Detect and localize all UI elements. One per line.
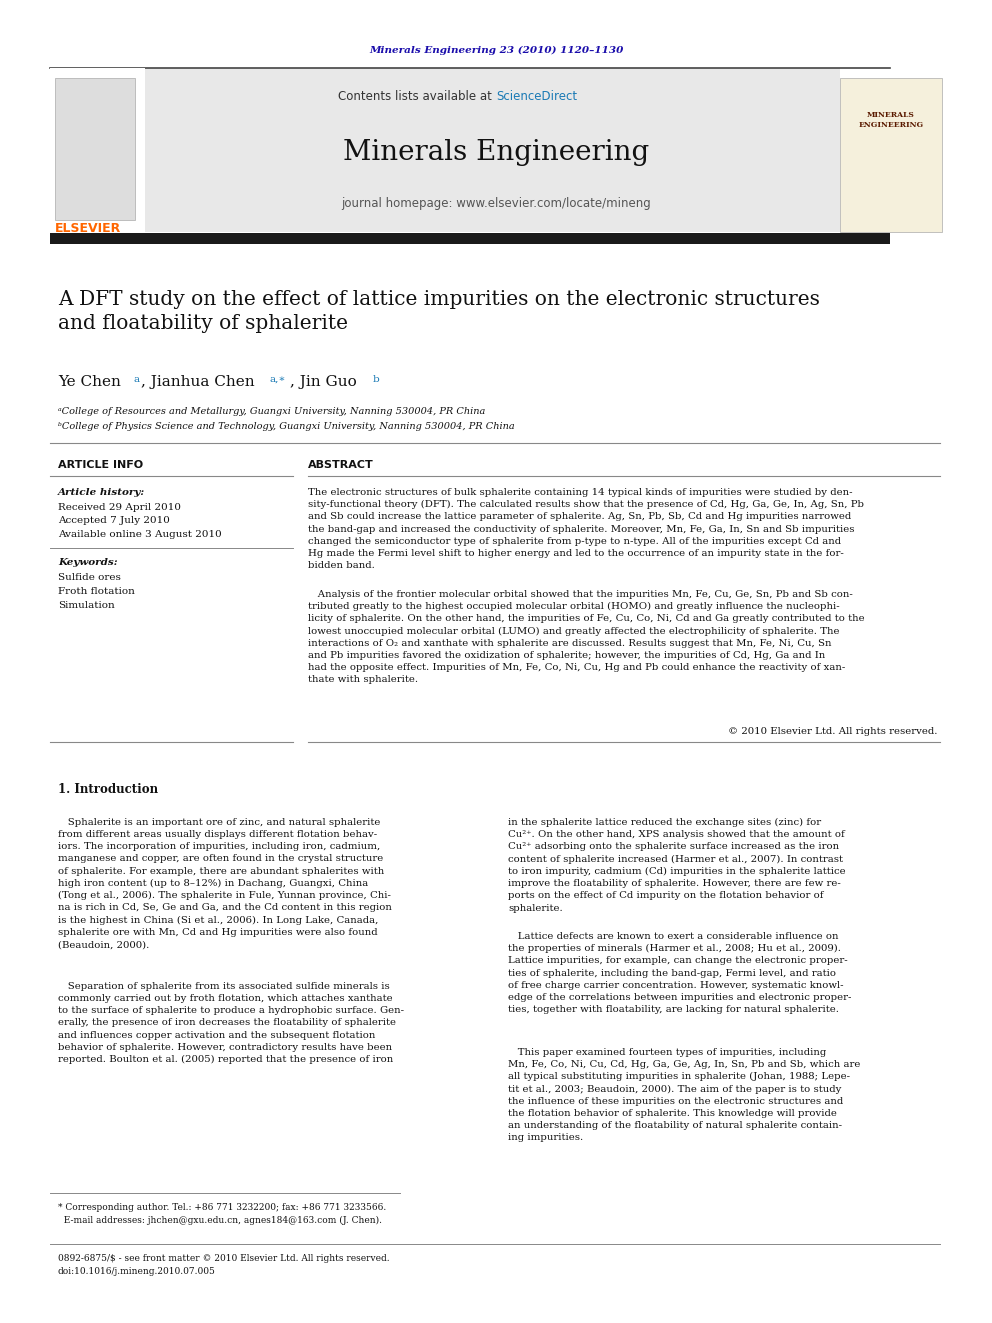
Text: Separation of sphalerite from its associated sulfide minerals is
commonly carrie: Separation of sphalerite from its associ… [58,982,404,1064]
Text: Received 29 April 2010: Received 29 April 2010 [58,503,181,512]
Text: A DFT study on the effect of lattice impurities on the electronic structures
and: A DFT study on the effect of lattice imp… [58,290,819,333]
Text: Analysis of the frontier molecular orbital showed that the impurities Mn, Fe, Cu: Analysis of the frontier molecular orbit… [308,590,865,684]
Bar [145,67,840,232]
Text: ᵃCollege of Resources and Metallurgy, Guangxi University, Nanning 530004, PR Chi: ᵃCollege of Resources and Metallurgy, Gu… [58,407,485,415]
Text: This paper examined fourteen types of impurities, including
Mn, Fe, Co, Ni, Cu, : This paper examined fourteen types of im… [508,1048,860,1143]
Bar [55,78,135,220]
Text: Sulfide ores: Sulfide ores [58,573,121,582]
Text: MINERALS
ENGINEERING: MINERALS ENGINEERING [858,111,924,128]
Text: Lattice defects are known to exert a considerable influence on
the properties of: Lattice defects are known to exert a con… [508,931,851,1015]
Text: Minerals Engineering: Minerals Engineering [343,139,649,165]
Text: Simulation: Simulation [58,601,115,610]
Text: a: a [133,374,139,384]
Text: doi:10.1016/j.mineng.2010.07.005: doi:10.1016/j.mineng.2010.07.005 [58,1267,216,1275]
Text: ELSEVIER: ELSEVIER [55,222,121,235]
Text: ScienceDirect: ScienceDirect [496,90,577,103]
Text: E-mail addresses: jhchen@gxu.edu.cn, agnes184@163.com (J. Chen).: E-mail addresses: jhchen@gxu.edu.cn, agn… [58,1216,382,1225]
Text: b: b [373,374,380,384]
Text: Contents lists available at: Contents lists available at [338,90,496,103]
Bar [50,233,890,243]
Text: The electronic structures of bulk sphalerite containing 14 typical kinds of impu: The electronic structures of bulk sphale… [308,488,864,570]
Text: journal homepage: www.elsevier.com/locate/mineng: journal homepage: www.elsevier.com/locat… [341,197,651,209]
Text: Froth flotation: Froth flotation [58,587,135,595]
Text: Sphalerite is an important ore of zinc, and natural sphalerite
from different ar: Sphalerite is an important ore of zinc, … [58,818,392,949]
Text: ᵇCollege of Physics Science and Technology, Guangxi University, Nanning 530004, : ᵇCollege of Physics Science and Technolo… [58,422,515,431]
Text: ARTICLE INFO: ARTICLE INFO [58,460,143,470]
Bar [840,78,942,232]
Text: Keywords:: Keywords: [58,558,118,568]
Text: 0892-6875/$ - see front matter © 2010 Elsevier Ltd. All rights reserved.: 0892-6875/$ - see front matter © 2010 El… [58,1254,390,1263]
Text: Accepted 7 July 2010: Accepted 7 July 2010 [58,516,170,525]
Text: in the sphalerite lattice reduced the exchange sites (zinc) for
Cu²⁺. On the oth: in the sphalerite lattice reduced the ex… [508,818,845,913]
Text: * Corresponding author. Tel.: +86 771 3232200; fax: +86 771 3233566.: * Corresponding author. Tel.: +86 771 32… [58,1203,386,1212]
Text: Available online 3 August 2010: Available online 3 August 2010 [58,531,222,538]
Text: , Jianhua Chen: , Jianhua Chen [141,374,255,389]
Bar [50,67,145,232]
Text: Minerals Engineering 23 (2010) 1120–1130: Minerals Engineering 23 (2010) 1120–1130 [369,45,623,54]
Text: Ye Chen: Ye Chen [58,374,121,389]
Text: ABSTRACT: ABSTRACT [308,460,374,470]
Text: , Jin Guo: , Jin Guo [290,374,357,389]
Text: a,∗: a,∗ [270,374,287,384]
Text: © 2010 Elsevier Ltd. All rights reserved.: © 2010 Elsevier Ltd. All rights reserved… [727,728,937,736]
Text: 1. Introduction: 1. Introduction [58,783,158,796]
Text: Article history:: Article history: [58,488,145,497]
